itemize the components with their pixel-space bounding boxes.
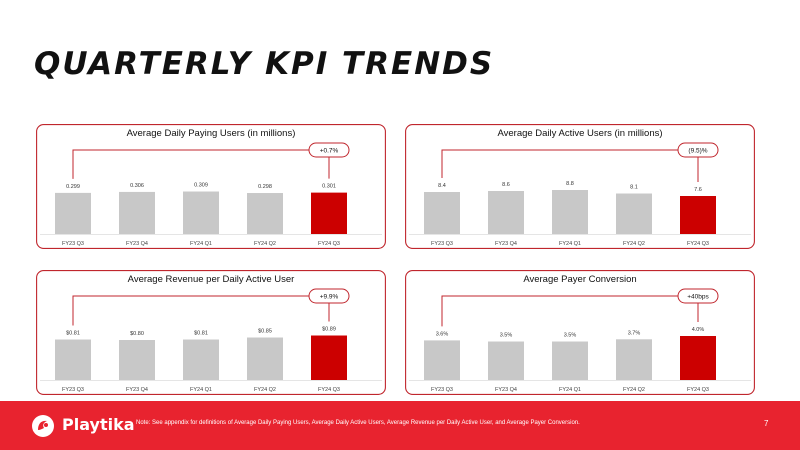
page-title: QUARTERLY KPI TRENDS: [34, 46, 495, 82]
value-label: $0.81: [194, 331, 208, 337]
page-number: 7: [764, 419, 769, 428]
bar-fy24-q3: [680, 196, 716, 234]
change-badge: [677, 288, 719, 304]
bar-fy23-q4: [488, 191, 524, 234]
value-label: 3.7%: [628, 330, 641, 336]
category-label: FY24 Q3: [318, 241, 340, 247]
category-label: FY24 Q1: [559, 387, 581, 393]
value-label: 8.4: [438, 183, 446, 189]
bar-fy24-q2: [616, 193, 652, 234]
change-label: +0.7%: [320, 147, 339, 154]
category-label: FY24 Q1: [559, 241, 581, 247]
category-label: FY24 Q1: [190, 387, 212, 393]
category-label: FY23 Q4: [126, 241, 148, 247]
change-bracket: [441, 295, 699, 327]
bar-fy23-q4: [119, 191, 155, 234]
value-label: 0.298: [258, 184, 272, 190]
value-label: $0.85: [258, 329, 272, 335]
bar-fy23-q3: [424, 192, 460, 234]
change-badge: [308, 142, 350, 158]
category-label: FY23 Q3: [431, 241, 453, 247]
bar-fy24-q3: [311, 192, 347, 234]
change-bracket: [72, 295, 330, 326]
value-label: $0.81: [66, 331, 80, 337]
category-label: FY24 Q3: [687, 387, 709, 393]
category-label: FY23 Q3: [431, 387, 453, 393]
value-label: $0.89: [322, 327, 336, 333]
footer-bar: Playtika Note: See appendix for definiti…: [0, 401, 800, 450]
brand-name: Playtika: [62, 415, 135, 434]
bar-fy24-q1: [552, 190, 588, 234]
value-label: 8.6: [502, 182, 510, 188]
value-label: 8.1: [630, 185, 638, 191]
value-label: 0.306: [130, 183, 144, 189]
playtika-logo-icon: [32, 415, 54, 437]
category-label: FY23 Q3: [62, 387, 84, 393]
chart-panel-daily-active-users: Average Daily Active Users (in millions)…: [405, 124, 755, 249]
bar-fy24-q1: [183, 191, 219, 234]
bar-fy23-q3: [55, 192, 91, 234]
category-label: FY23 Q4: [495, 387, 517, 393]
value-label: 7.6: [694, 187, 702, 193]
bar-fy24-q3: [680, 336, 716, 380]
chart-payer-conversion: Average Payer Conversion 3.6% FY23 Q3 3.5% F…: [405, 270, 755, 395]
category-label: FY24 Q1: [190, 241, 212, 247]
category-label: FY23 Q4: [126, 387, 148, 393]
value-label: 8.8: [566, 181, 574, 187]
category-label: FY24 Q3: [318, 387, 340, 393]
category-label: FY24 Q2: [623, 387, 645, 393]
change-label: (9.5)%: [688, 147, 707, 154]
bar-fy24-q3: [311, 335, 347, 380]
bar-fy23-q4: [119, 340, 155, 380]
category-label: FY23 Q3: [62, 241, 84, 247]
change-badge: [677, 142, 719, 158]
category-label: FY24 Q3: [687, 241, 709, 247]
value-label: 0.309: [194, 183, 208, 189]
change-label: +40bps: [687, 293, 709, 300]
bar-fy24-q1: [552, 341, 588, 380]
bar-fy24-q1: [183, 339, 219, 380]
chart-panel-daily-paying-users: Average Daily Paying Users (in millions)…: [36, 124, 386, 249]
value-label: 3.6%: [436, 331, 449, 337]
bar-fy24-q2: [247, 337, 283, 380]
value-label: $0.80: [130, 331, 144, 337]
chart-title: Average Daily Paying Users (in millions): [127, 128, 296, 139]
chart-panel-payer-conversion: Average Payer Conversion 3.6% FY23 Q3 3.5% F…: [405, 270, 755, 395]
category-label: FY24 Q2: [623, 241, 645, 247]
bar-fy23-q4: [488, 341, 524, 380]
value-label: 4.0%: [692, 327, 705, 333]
chart-daily-active-users: Average Daily Active Users (in millions)…: [405, 124, 755, 249]
value-label: 0.301: [322, 184, 336, 190]
chart-daily-paying-users: Average Daily Paying Users (in millions)…: [36, 124, 386, 249]
chart-title: Average Daily Active Users (in millions): [497, 128, 662, 139]
value-label: 0.299: [66, 184, 80, 190]
chart-revenue-per-dau: Average Revenue per Daily Active User $0.…: [36, 270, 386, 395]
chart-title: Average Payer Conversion: [523, 274, 636, 285]
chart-title: Average Revenue per Daily Active User: [128, 274, 295, 285]
category-label: FY24 Q2: [254, 241, 276, 247]
category-label: FY23 Q4: [495, 241, 517, 247]
bar-fy24-q2: [247, 193, 283, 234]
change-bracket: [441, 149, 699, 182]
change-bracket: [72, 149, 330, 179]
value-label: 3.5%: [564, 333, 577, 339]
value-label: 3.5%: [500, 333, 513, 339]
bar-fy23-q3: [424, 340, 460, 380]
change-badge: [308, 288, 350, 304]
bar-fy24-q2: [616, 339, 652, 380]
footnote: Note: See appendix for definitions of Av…: [136, 420, 580, 426]
category-label: FY24 Q2: [254, 387, 276, 393]
playtika-logo: Playtika: [30, 413, 140, 439]
chart-panel-revenue-per-dau: Average Revenue per Daily Active User $0.…: [36, 270, 386, 395]
bar-fy23-q3: [55, 339, 91, 380]
change-label: +9.9%: [320, 293, 339, 300]
